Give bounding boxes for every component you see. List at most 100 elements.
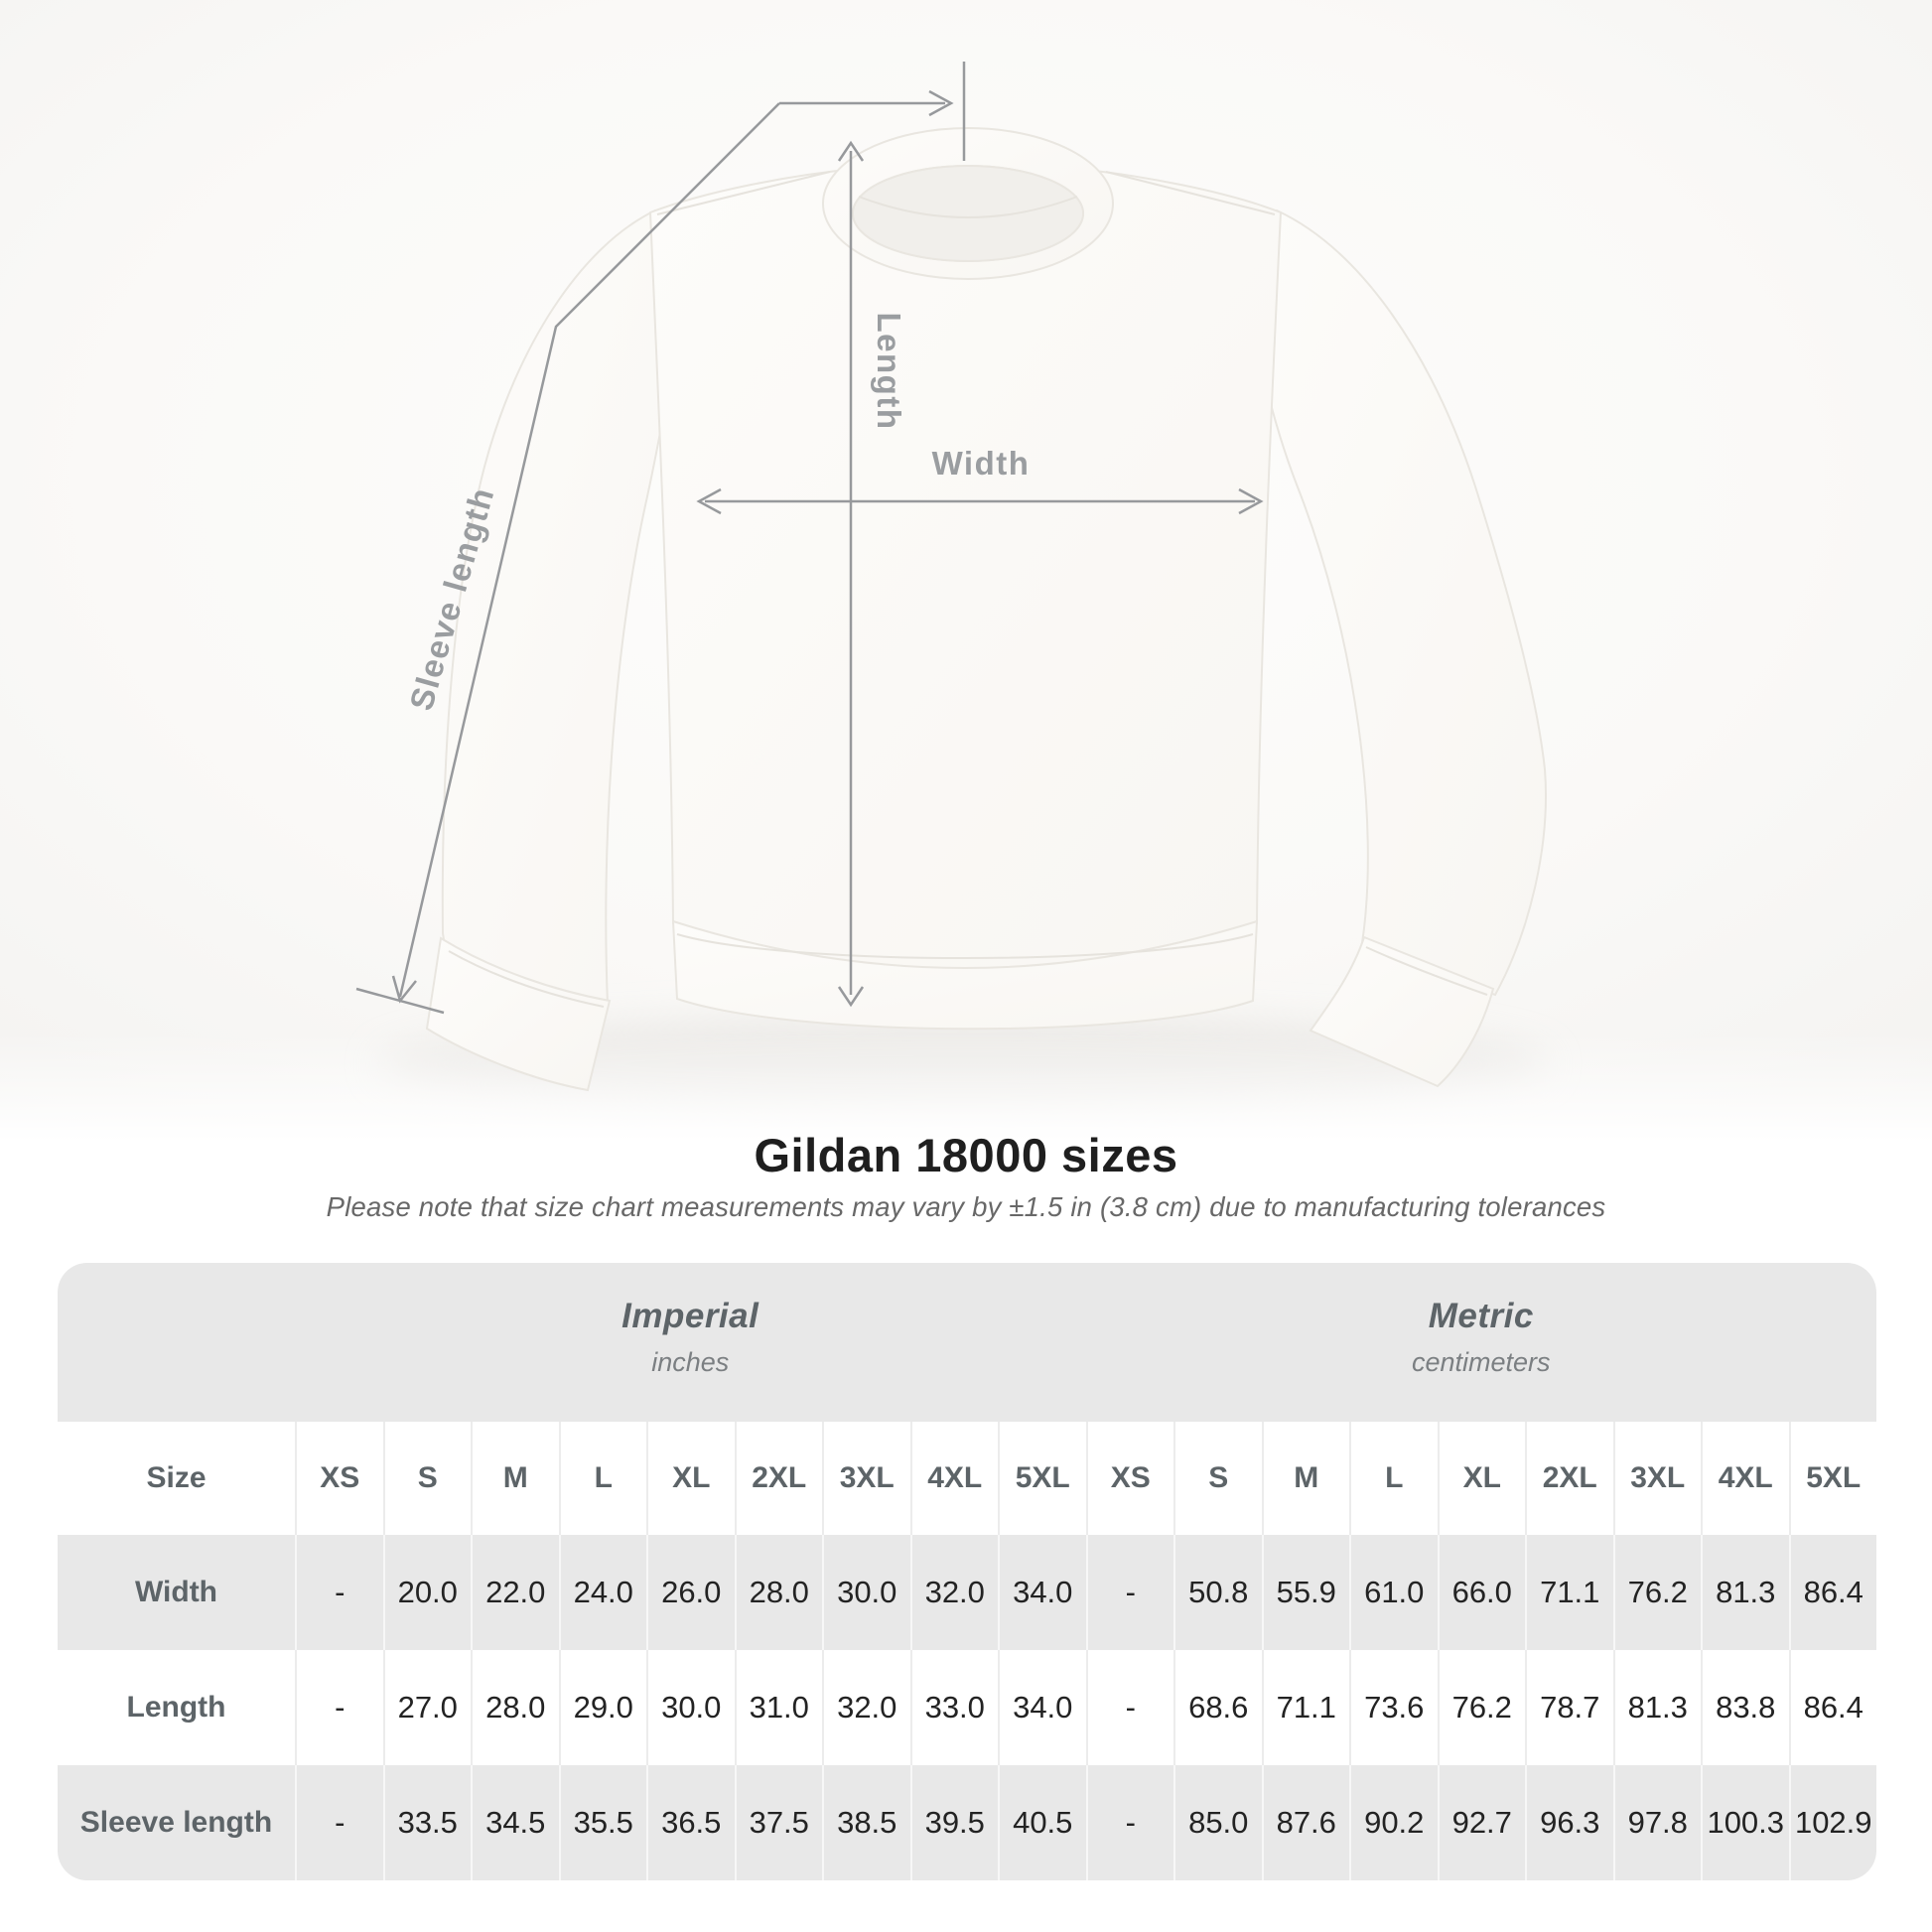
backdrop-fade: [0, 1033, 1932, 1142]
value-metric-xs: -: [1085, 1650, 1174, 1765]
value-imperial-m: 22.0: [471, 1535, 559, 1650]
product-photo: Length Width Sleeve length: [0, 0, 1932, 1142]
value-imperial-xl: 26.0: [646, 1535, 735, 1650]
length-arrowhead-top: [837, 140, 865, 162]
imperial-section-header: Imperial inches: [295, 1263, 1086, 1422]
value-metric-xs: -: [1085, 1535, 1174, 1650]
value-imperial-m: 28.0: [471, 1650, 559, 1765]
unit-section-header: Imperial inches Metric centimeters: [58, 1263, 1876, 1422]
right-cuff: [1309, 935, 1495, 1088]
size-header-imperial-4xl: 4XL: [909, 1422, 999, 1535]
width-arrowhead-left: [696, 487, 722, 515]
value-metric-xl: 76.2: [1437, 1650, 1526, 1765]
size-header-imperial-xl: XL: [646, 1422, 735, 1535]
value-imperial-s: 20.0: [382, 1535, 472, 1650]
sweatshirt: [425, 127, 1547, 1092]
value-imperial-4xl: 33.0: [909, 1650, 999, 1765]
tolerance-note: Please note that size chart measurements…: [326, 1191, 1606, 1222]
value-metric-2xl: 96.3: [1525, 1765, 1613, 1880]
value-metric-4xl: 100.3: [1701, 1765, 1789, 1880]
size-header-metric-4xl: 4XL: [1701, 1422, 1789, 1535]
value-imperial-3xl: 30.0: [822, 1535, 910, 1650]
metric-section-header: Metric centimeters: [1086, 1263, 1877, 1422]
value-metric-s: 68.6: [1173, 1650, 1262, 1765]
shoulder-reference-arrowhead: [928, 89, 954, 117]
value-metric-l: 73.6: [1349, 1650, 1438, 1765]
value-imperial-s: 27.0: [382, 1650, 472, 1765]
value-imperial-xl: 30.0: [646, 1650, 735, 1765]
value-imperial-5xl: 40.5: [998, 1765, 1086, 1880]
value-imperial-3xl: 32.0: [822, 1650, 910, 1765]
length-label: Length: [871, 313, 907, 431]
value-metric-5xl: 102.9: [1788, 1765, 1877, 1880]
value-metric-2xl: 71.1: [1525, 1535, 1613, 1650]
length-arrowhead-bottom: [837, 986, 865, 1008]
value-metric-xs: -: [1085, 1765, 1174, 1880]
value-imperial-xs: -: [295, 1765, 383, 1880]
value-metric-4xl: 81.3: [1701, 1535, 1789, 1650]
table-row: Length -27.0 28.0 29.0 30.0 31.0 32.0 33.0 34.0-…: [58, 1650, 1876, 1765]
size-header-metric-3xl: 3XL: [1612, 1422, 1702, 1535]
table-row: Sleeve length -33.5 34.5 35.5 36.5 37.5 38.5 39…: [58, 1765, 1876, 1880]
value-imperial-2xl: 31.0: [734, 1650, 823, 1765]
column-header-row: Size XS S M L XL 2XL 3XL 4XL 5XL XS S M L XL 2XL 3XL 4XL 5…: [58, 1422, 1876, 1535]
table-row: Width -20.0 22.0 24.0 26.0 28.0 30.0 32.0 34.0-5…: [58, 1535, 1876, 1650]
width-label: Width: [932, 445, 1031, 482]
page-title: Gildan 18000 sizes: [754, 1129, 1178, 1181]
size-header-metric-5xl: 5XL: [1788, 1422, 1877, 1535]
value-metric-4xl: 83.8: [1701, 1650, 1789, 1765]
left-cuff: [425, 936, 612, 1092]
value-metric-l: 90.2: [1349, 1765, 1438, 1880]
metric-section-name: Metric: [1428, 1297, 1534, 1335]
size-header-imperial-5xl: 5XL: [998, 1422, 1086, 1535]
value-imperial-xl: 36.5: [646, 1765, 735, 1880]
value-imperial-s: 33.5: [382, 1765, 472, 1880]
sweatshirt-measurement-diagram: Length Width Sleeve length: [0, 0, 1932, 1142]
value-imperial-3xl: 38.5: [822, 1765, 910, 1880]
width-arrowhead-right: [1238, 487, 1264, 515]
value-metric-l: 61.0: [1349, 1535, 1438, 1650]
value-imperial-2xl: 37.5: [734, 1765, 823, 1880]
value-metric-xl: 92.7: [1437, 1765, 1526, 1880]
size-header-imperial-m: M: [471, 1422, 559, 1535]
value-imperial-l: 29.0: [558, 1650, 647, 1765]
size-header-metric-xl: XL: [1437, 1422, 1526, 1535]
value-metric-3xl: 81.3: [1612, 1650, 1702, 1765]
value-imperial-2xl: 28.0: [734, 1535, 823, 1650]
size-column-header: Size: [146, 1461, 207, 1494]
right-sleeve: [1238, 208, 1547, 997]
size-table: Imperial inches Metric centimeters Size X…: [58, 1263, 1876, 1880]
value-metric-2xl: 78.7: [1525, 1650, 1613, 1765]
value-metric-m: 87.6: [1261, 1765, 1350, 1880]
sleeve-length-end-tick: [355, 987, 445, 1015]
size-header-imperial-xs: XS: [295, 1422, 383, 1535]
value-metric-5xl: 86.4: [1788, 1650, 1877, 1765]
size-header-imperial-2xl: 2XL: [734, 1422, 823, 1535]
size-header-imperial-s: S: [382, 1422, 472, 1535]
value-imperial-l: 24.0: [558, 1535, 647, 1650]
row-label: Length: [126, 1691, 226, 1724]
value-imperial-5xl: 34.0: [998, 1650, 1086, 1765]
hem-band: [671, 919, 1259, 1031]
seam-lines: [448, 171, 1488, 1008]
value-metric-m: 55.9: [1261, 1535, 1350, 1650]
imperial-section-name: Imperial: [621, 1297, 759, 1335]
size-header-imperial-l: L: [558, 1422, 647, 1535]
size-header-metric-xs: XS: [1085, 1422, 1174, 1535]
value-imperial-m: 34.5: [471, 1765, 559, 1880]
metric-section-unit: centimeters: [1411, 1347, 1551, 1377]
size-header-metric-l: L: [1349, 1422, 1438, 1535]
value-imperial-4xl: 32.0: [909, 1535, 999, 1650]
value-metric-s: 50.8: [1173, 1535, 1262, 1650]
size-header-metric-s: S: [1173, 1422, 1262, 1535]
measurement-lines: [355, 62, 1264, 1015]
value-metric-xl: 66.0: [1437, 1535, 1526, 1650]
value-imperial-4xl: 39.5: [909, 1765, 999, 1880]
value-imperial-5xl: 34.0: [998, 1535, 1086, 1650]
value-metric-3xl: 97.8: [1612, 1765, 1702, 1880]
value-imperial-xs: -: [295, 1535, 383, 1650]
size-header-imperial-3xl: 3XL: [822, 1422, 910, 1535]
value-metric-m: 71.1: [1261, 1650, 1350, 1765]
row-label: Sleeve length: [79, 1806, 273, 1839]
neck-opening: [852, 165, 1084, 262]
